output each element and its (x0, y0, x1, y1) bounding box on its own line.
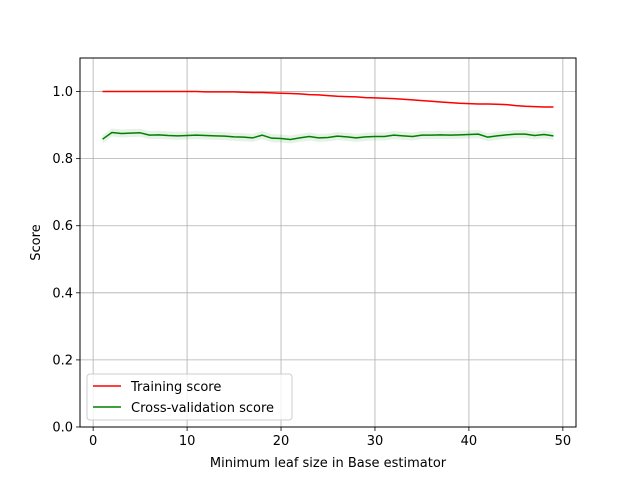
legend: Training score Cross-validation score (86, 373, 293, 421)
x-tick-label: 50 (555, 434, 572, 449)
x-tick-label: 10 (179, 434, 196, 449)
y-tick-label: 0.8 (52, 152, 73, 167)
series-line-0 (102, 90, 554, 108)
series-lines (102, 90, 554, 141)
series-line-1 (102, 131, 554, 141)
x-tick-label: 20 (273, 434, 290, 449)
variance-bands (102, 90, 554, 144)
axes-frame (79, 57, 577, 428)
x-tick-label: 0 (89, 434, 97, 449)
legend-label-training: Training score (130, 380, 221, 395)
y-tick-label: 0.4 (52, 286, 73, 301)
legend-label-cross-validation: Cross-validation score (131, 401, 274, 416)
grid-lines (80, 58, 576, 428)
y-tick-label: 1.0 (52, 85, 73, 100)
x-tick-label: 40 (461, 434, 478, 449)
axis-ticks: 0 10 20 30 40 50 0.0 0.2 0.4 0.6 0.8 1.0 (52, 85, 571, 449)
y-axis-label: Score (29, 224, 44, 260)
y-tick-label: 0.0 (52, 421, 73, 436)
x-tick-label: 30 (367, 434, 384, 449)
series-band-1 (102, 128, 554, 144)
y-tick-label: 0.6 (52, 219, 73, 234)
legend-box (86, 373, 293, 421)
x-axis-label: Minimum leaf size in Base estimator (210, 456, 447, 471)
y-tick-label: 0.2 (52, 353, 73, 368)
